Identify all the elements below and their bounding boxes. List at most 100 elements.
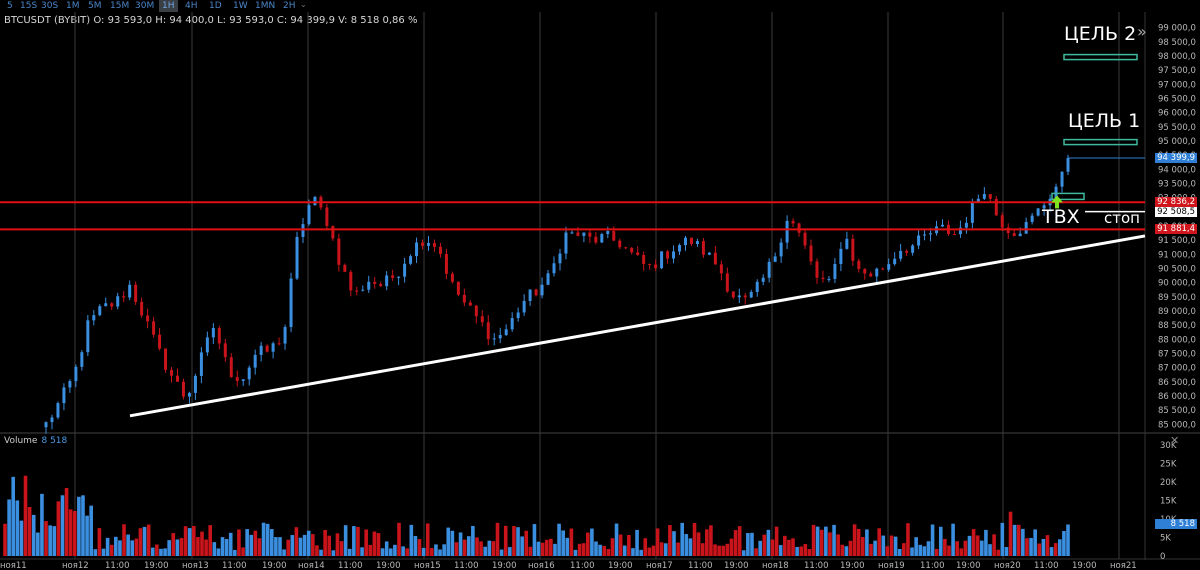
volume-bar xyxy=(81,495,85,556)
price-axis-label: 93 500,0 xyxy=(1158,180,1196,190)
volume-bar xyxy=(290,535,295,556)
volume-bar xyxy=(1004,547,1009,556)
candle-body xyxy=(289,278,293,328)
timeframe-30m[interactable]: 30M xyxy=(135,1,155,11)
volume-bar xyxy=(540,542,545,556)
volume-bar xyxy=(421,547,426,556)
volume-bar xyxy=(77,496,81,556)
price-axis-label: 86 000,0 xyxy=(1158,392,1196,402)
volume-bar xyxy=(783,535,787,556)
candle-body xyxy=(313,196,317,206)
volume-bar xyxy=(19,520,24,556)
volume-bar xyxy=(343,525,348,556)
volume-bar xyxy=(565,537,570,556)
support-trendline[interactable] xyxy=(129,234,1146,418)
volume-bar xyxy=(155,544,159,556)
volume-bar xyxy=(130,540,135,556)
volume-bar xyxy=(204,539,208,556)
candle-body xyxy=(427,243,431,246)
timeframe-1d[interactable]: 1D xyxy=(209,1,222,11)
candle-body xyxy=(797,223,801,233)
volume-bar xyxy=(1016,524,1021,556)
volume-bar xyxy=(462,539,467,556)
volume-bar xyxy=(508,547,512,556)
candle-body xyxy=(140,301,144,316)
volume-bar xyxy=(142,526,147,556)
volume-bar xyxy=(614,523,619,556)
target-2-zone[interactable] xyxy=(1063,53,1138,61)
volume-bar xyxy=(327,535,332,556)
candle-body xyxy=(1036,208,1040,216)
candle-body xyxy=(749,291,753,298)
double-chevron-right-icon[interactable]: ›› xyxy=(1137,22,1147,41)
candle-body xyxy=(92,315,96,321)
candle-body xyxy=(349,271,353,291)
candle-body xyxy=(540,284,544,296)
candle-body xyxy=(175,375,179,382)
time-axis-label: ноя13 xyxy=(182,561,209,570)
volume-bar xyxy=(569,528,574,556)
candle-body xyxy=(689,237,693,245)
timeframe-1m[interactable]: 1M xyxy=(66,1,80,11)
volume-bar xyxy=(951,523,955,556)
candle-body xyxy=(982,194,986,199)
candle-body xyxy=(343,264,347,272)
timeframe-5m[interactable]: 5M xyxy=(88,1,102,11)
volume-bar xyxy=(187,528,192,556)
entry-zone[interactable] xyxy=(1051,192,1085,201)
candle-body xyxy=(223,343,227,358)
volume-bar xyxy=(586,532,590,556)
candle-body xyxy=(199,352,203,376)
timeframe-15m[interactable]: 15M xyxy=(110,1,130,11)
chevron-down-icon[interactable]: ⌄ xyxy=(300,0,307,9)
candle-body xyxy=(253,354,257,368)
volume-bar xyxy=(791,538,795,556)
timeframe-15s[interactable]: 15S xyxy=(20,1,38,11)
volume-bar xyxy=(824,526,828,556)
candle-body xyxy=(701,241,705,255)
candle-body xyxy=(851,238,855,261)
volume-bar xyxy=(97,528,102,556)
volume-bar xyxy=(249,534,254,556)
candle-body xyxy=(331,225,335,239)
volume-bar xyxy=(877,528,882,556)
volume-bar xyxy=(138,528,143,556)
volume-bar xyxy=(442,544,446,556)
timeframe-1w[interactable]: 1W xyxy=(233,1,248,11)
time-axis-label: 19:00 xyxy=(724,561,749,570)
volume-bar xyxy=(873,540,877,556)
candle-body xyxy=(857,260,861,270)
volume-bar xyxy=(417,539,422,556)
volume-bar xyxy=(364,529,368,556)
volume-bar xyxy=(893,536,898,556)
candle-body xyxy=(122,296,126,298)
time-axis-label: 19:00 xyxy=(840,561,865,570)
timeframe-1mn[interactable]: 1MN xyxy=(255,1,276,11)
volume-bar xyxy=(274,537,278,556)
volume-bar xyxy=(253,530,258,556)
volume-bar xyxy=(146,524,151,556)
candle-body xyxy=(1060,171,1064,187)
timeframe-1h[interactable]: 1H xyxy=(159,0,178,12)
time-axis-label: ноя16 xyxy=(528,561,555,570)
volume-bar xyxy=(339,541,344,556)
volume-bar xyxy=(692,523,697,556)
candle-body xyxy=(821,277,825,280)
volume-bar xyxy=(23,475,28,556)
time-axis-label: ноя17 xyxy=(646,561,673,570)
volume-bar xyxy=(516,527,520,556)
candle-body xyxy=(444,253,448,274)
volume-bar xyxy=(7,499,11,556)
timeframe-5[interactable]: 5 xyxy=(7,1,13,11)
timeframe-30s[interactable]: 30S xyxy=(41,1,59,11)
volume-bar xyxy=(228,532,233,556)
candle-body xyxy=(86,320,90,353)
timeframe-2h[interactable]: 2H xyxy=(283,1,296,11)
volume-bar xyxy=(1041,538,1046,556)
target-1-zone[interactable] xyxy=(1063,138,1138,146)
volume-bar xyxy=(1062,531,1066,556)
close-volume-pane-icon[interactable]: ✕ xyxy=(1170,434,1180,447)
timeframe-4h[interactable]: 4H xyxy=(185,1,198,11)
volume-bar xyxy=(557,523,561,556)
